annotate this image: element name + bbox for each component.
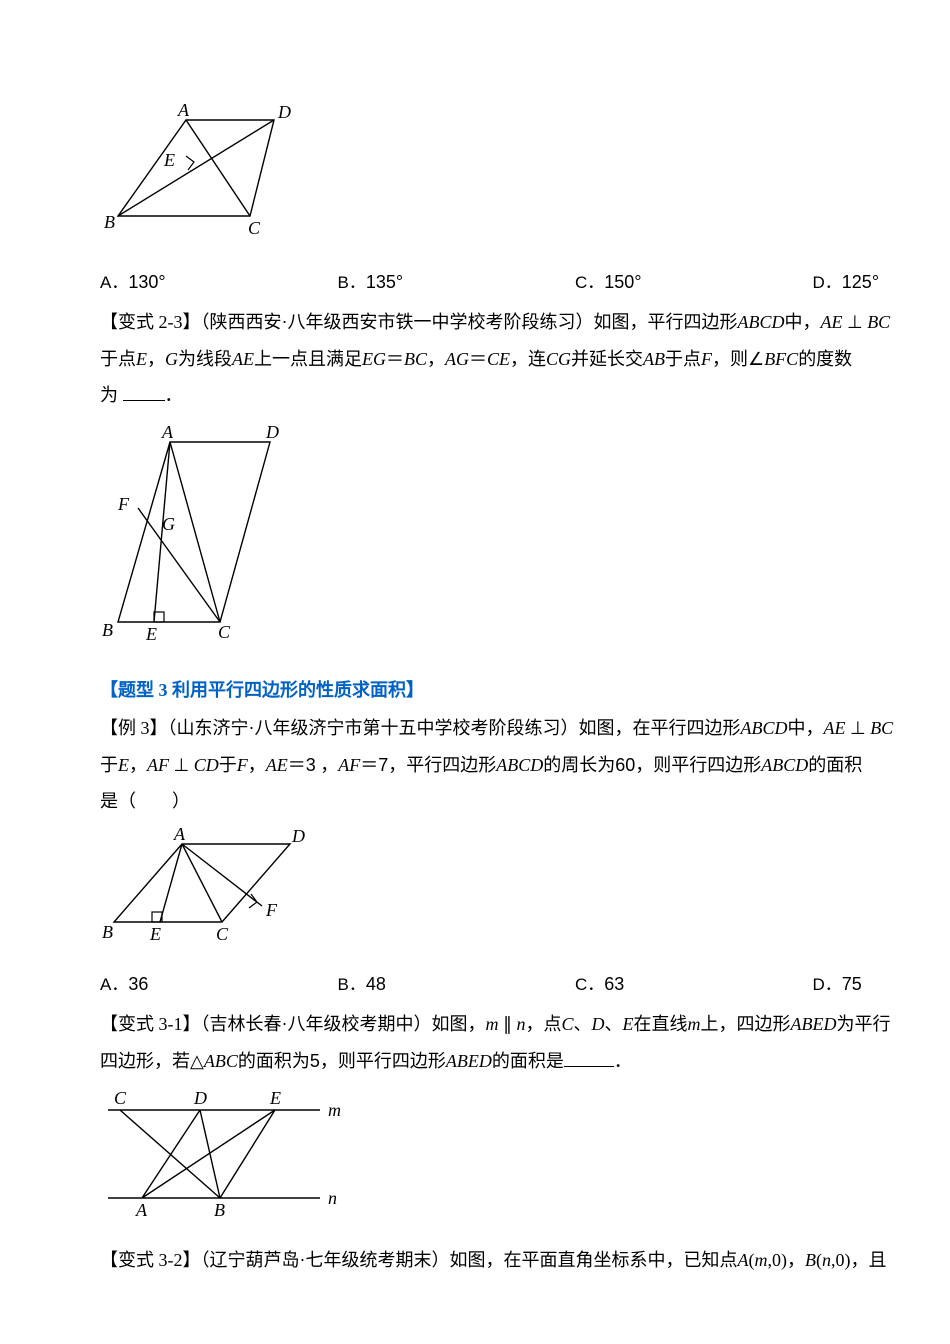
v23-figure: A D B C E F G <box>100 418 950 665</box>
blank-v23 <box>123 383 165 401</box>
svg-text:E: E <box>145 624 157 644</box>
svg-text:D: D <box>193 1088 207 1108</box>
q2-label-C: C <box>248 218 261 238</box>
svg-text:E: E <box>269 1088 281 1108</box>
svg-text:D: D <box>265 422 279 442</box>
v23-svg: A D B C E F G <box>100 418 300 654</box>
ex3-opt-b[interactable]: B．48 <box>338 967 576 1001</box>
ex3-options: A．36 B．48 C．63 D．75 <box>100 967 950 1001</box>
svg-text:A: A <box>135 1200 148 1220</box>
q2-opt-c[interactable]: C．150° <box>575 265 813 299</box>
q2-opt-d[interactable]: D．125° <box>813 265 950 299</box>
v23-line2: 于点E，G为线段AE上一点且满足EG＝BC，AG＝CE，连CG并延长交AB于点F… <box>100 342 950 376</box>
q2-figure: A D B C E <box>100 96 950 257</box>
q2-svg: A D B C E <box>100 96 320 246</box>
q2-label-A: A <box>177 100 190 120</box>
svg-text:m: m <box>328 1100 341 1120</box>
svg-text:B: B <box>214 1200 225 1220</box>
ex3-svg: A D B C E F <box>100 824 320 948</box>
blank-v31 <box>564 1049 614 1067</box>
svg-text:n: n <box>328 1188 337 1208</box>
ex3-opt-d[interactable]: D．75 <box>813 967 950 1001</box>
v31-figure: C D E A B m n <box>100 1084 950 1235</box>
v31-line2: 四边形，若△ABC的面积为5，则平行四边形ABED的面积是． <box>100 1044 950 1078</box>
section3-title: 【题型 3 利用平行四边形的性质求面积】 <box>100 673 950 707</box>
ex3-line1: 【例 3】（山东济宁·八年级济宁市第十五中学校考阶段练习）如图，在平行四边形AB… <box>100 711 950 745</box>
svg-text:F: F <box>117 494 130 514</box>
ex3-opt-c[interactable]: C．63 <box>575 967 813 1001</box>
q2-label-B: B <box>104 212 115 232</box>
svg-text:C: C <box>216 924 229 944</box>
svg-text:E: E <box>149 924 161 944</box>
svg-text:F: F <box>265 900 278 920</box>
svg-text:A: A <box>161 422 174 442</box>
svg-text:G: G <box>162 514 175 534</box>
v23-line1: 【变式 2-3】（陕西西安·八年级西安市铁一中学校考阶段练习）如图，平行四边形A… <box>100 305 950 339</box>
q2-label-D: D <box>277 102 291 122</box>
svg-text:B: B <box>102 620 113 640</box>
svg-text:C: C <box>114 1088 127 1108</box>
q2-opt-a[interactable]: A．130° <box>100 265 338 299</box>
q2-label-E: E <box>163 150 175 170</box>
ex3-figure: A D B C E F <box>100 824 950 959</box>
v32-line1: 【变式 3-2】（辽宁葫芦岛·七年级统考期末）如图，在平面直角坐标系中，已知点A… <box>100 1243 950 1277</box>
svg-text:B: B <box>102 922 113 942</box>
v23-line3: 为 ． <box>100 378 950 412</box>
q2-options: A．130° B．135° C．150° D．125° <box>100 265 950 299</box>
v31-line1: 【变式 3-1】（吉林长春·八年级校考期中）如图，m ∥ n，点C、D、E在直线… <box>100 1007 950 1041</box>
ex3-line3: 是（ ） <box>100 784 950 818</box>
svg-text:C: C <box>218 622 231 642</box>
ex3-line2: 于E，AF ⊥ CD于F，AE＝3 ，AF＝7，平行四边形ABCD的周长为60，… <box>100 748 950 782</box>
ex3-opt-a[interactable]: A．36 <box>100 967 338 1001</box>
svg-text:D: D <box>291 826 305 846</box>
q2-opt-b[interactable]: B．135° <box>338 265 576 299</box>
svg-text:A: A <box>173 824 186 844</box>
v31-svg: C D E A B m n <box>100 1084 360 1224</box>
